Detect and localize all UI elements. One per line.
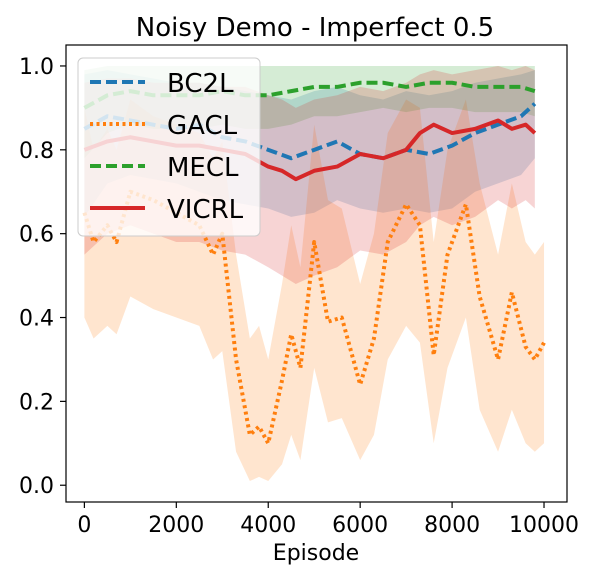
plot-frame	[65, 44, 568, 503]
legend-label-vicrl: VICRL	[167, 195, 244, 225]
y-tick-label: 0.0	[19, 474, 54, 499]
legend-box	[77, 57, 261, 237]
x-tick-label: 4000	[240, 513, 296, 538]
y-tick-label: 0.8	[19, 139, 54, 164]
x-tick-label: 2000	[148, 513, 204, 538]
x-axis-ticks: 0 2000 4000 6000 8000 10000	[77, 502, 579, 538]
x-tick-label: 8000	[424, 513, 480, 538]
y-axis-ticks: 0.0 0.2 0.4 0.6 0.8 1.0	[19, 55, 66, 499]
y-tick-label: 0.6	[19, 223, 54, 248]
legend-label-mecl: MECL	[167, 153, 239, 183]
x-tick-label: 0	[77, 513, 91, 538]
legend-label-bc2l: BC2L	[167, 69, 234, 99]
legend: BC2L GACL MECL VICRL	[77, 57, 261, 237]
y-tick-label: 0.4	[19, 307, 54, 332]
y-tick-label: 0.2	[19, 390, 54, 415]
chart-title: Noisy Demo - Imperfect 0.5	[136, 13, 494, 43]
x-tick-label: 10000	[509, 513, 579, 538]
x-tick-label: 6000	[332, 513, 388, 538]
y-tick-label: 1.0	[19, 55, 54, 80]
x-axis-label: Episode	[273, 541, 359, 566]
legend-label-gacl: GACL	[167, 111, 238, 141]
